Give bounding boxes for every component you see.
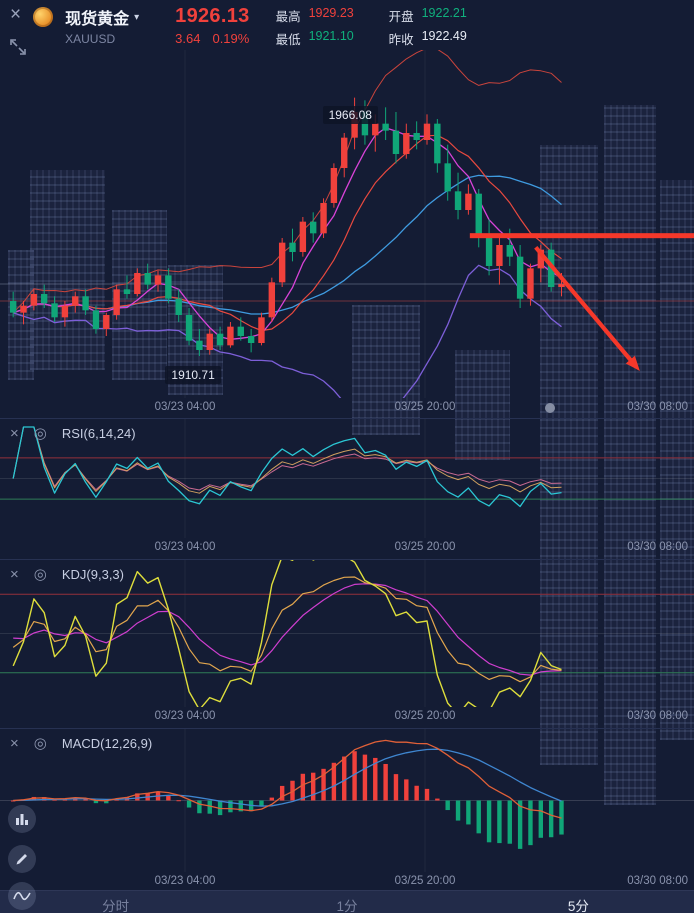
indicator-button[interactable]	[8, 805, 36, 833]
marker-dot[interactable]	[544, 403, 555, 413]
axis-label: 03/23 04:00	[154, 541, 216, 553]
time-axis-macd: 03/23 04:00 03/25 20:00 03/30 08:00	[0, 872, 694, 892]
time-axis-kdj: 03/23 04:00 03/25 20:00 03/30 08:00	[0, 707, 694, 727]
rsi-settings-icon[interactable]: ◎	[33, 425, 47, 442]
skyline-building	[352, 305, 420, 435]
high-annotation: 1966.08	[322, 105, 378, 124]
rsi-close-icon[interactable]: ×	[10, 425, 19, 442]
low-annotation: 1910.71	[165, 366, 221, 385]
candlestick-chart[interactable]	[0, 50, 694, 398]
price-change-pct: 0.19%	[212, 31, 250, 46]
stat-high-value: 1929.23	[308, 6, 354, 20]
macd-close-icon[interactable]: ×	[10, 735, 19, 752]
kdj-settings-icon[interactable]: ◎	[33, 566, 47, 583]
macd-label: MACD(12,26,9)	[61, 736, 153, 751]
skyline-building	[660, 180, 694, 740]
instrument-selector[interactable]: 现货黄金 ▾	[65, 5, 139, 29]
axis-label: 03/23 04:00	[154, 875, 216, 887]
timeframe-tabs: 分时 1分 5分	[0, 890, 694, 913]
skyline-building	[30, 170, 105, 370]
skyline-building	[455, 350, 510, 460]
tab-1min[interactable]: 1分	[336, 899, 358, 913]
axis-label: 03/23 04:00	[154, 401, 216, 413]
axis-label: 03/25 20:00	[394, 710, 456, 722]
kdj-panel: × ◎ KDJ(9,3,3) 03/23 04:00 03/25 20:00 0…	[0, 559, 694, 728]
skyline-building	[604, 105, 656, 805]
line-style-button[interactable]	[8, 882, 36, 910]
instrument-title: 现货黄金	[65, 11, 130, 28]
skyline-building	[112, 210, 167, 380]
fullscreen-icon[interactable]	[8, 37, 28, 57]
axis-label: 03/25 20:00	[394, 541, 456, 553]
stat-prevclose-label: 昨收	[388, 33, 414, 47]
header: × 现货黄金 ▾ XAUUSD 1926.13 3.64 0.19% 最高 192…	[0, 0, 694, 50]
time-axis-rsi: 03/23 04:00 03/25 20:00 03/30 08:00	[0, 538, 694, 558]
kdj-label: KDJ(9,3,3)	[61, 567, 124, 582]
tab-5min[interactable]: 5分	[567, 899, 589, 913]
stat-high-label: 最高	[275, 10, 301, 24]
price-block: 1926.13 3.64 0.19%	[175, 5, 249, 46]
macd-chart[interactable]	[0, 729, 694, 872]
close-icon[interactable]: ×	[10, 4, 22, 25]
chevron-down-icon: ▾	[134, 11, 140, 23]
main-chart-panel: 1966.08 1910.71 03/23 04:00 03/25 20:00 …	[0, 50, 694, 418]
axis-label: 03/30 08:00	[627, 875, 688, 887]
gold-coin-icon	[33, 7, 54, 27]
quote-stats: 最高 1929.23 最低 1921.10 开盘 1922.21 昨收 1922.49	[276, 6, 476, 48]
stat-low-label: 最低	[275, 33, 301, 47]
skyline-building	[8, 250, 34, 380]
axis-label: 03/25 20:00	[394, 401, 456, 413]
macd-panel: × ◎ MACD(12,26,9) 03/23 04:00 03/25 20:0…	[0, 728, 694, 893]
stat-low-value: 1921.10	[308, 29, 354, 43]
price-change: 3.64	[175, 31, 201, 46]
axis-label: 03/30 08:00	[627, 541, 688, 553]
stat-open-value: 1922.21	[421, 6, 467, 20]
instrument-block: 现货黄金 ▾ XAUUSD	[65, 5, 139, 46]
stat-open-label: 开盘	[388, 10, 414, 24]
kdj-close-icon[interactable]: ×	[10, 566, 19, 583]
kdj-chart[interactable]	[0, 560, 694, 707]
axis-label: 03/30 08:00	[627, 401, 688, 413]
draw-button[interactable]	[8, 845, 36, 873]
axis-label: 03/25 20:00	[394, 875, 456, 887]
rsi-chart[interactable]	[0, 419, 694, 538]
axis-label: 03/30 08:00	[627, 710, 688, 722]
macd-settings-icon[interactable]: ◎	[33, 735, 47, 752]
axis-label: 03/23 04:00	[154, 710, 216, 722]
skyline-building	[540, 145, 598, 765]
time-axis-main: 03/23 04:00 03/25 20:00 03/30 08:00	[0, 398, 694, 418]
rsi-label: RSI(6,14,24)	[61, 426, 136, 441]
instrument-symbol: XAUUSD	[65, 32, 116, 46]
rsi-panel: × ◎ RSI(6,14,24) 03/23 04:00 03/25 20:00…	[0, 418, 694, 559]
stat-prevclose-value: 1922.49	[421, 29, 467, 43]
last-price: 1926.13	[175, 5, 250, 27]
chart-stack: 1966.08 1910.71 03/23 04:00 03/25 20:00 …	[0, 50, 694, 890]
tab-timeline[interactable]: 分时	[102, 899, 130, 913]
